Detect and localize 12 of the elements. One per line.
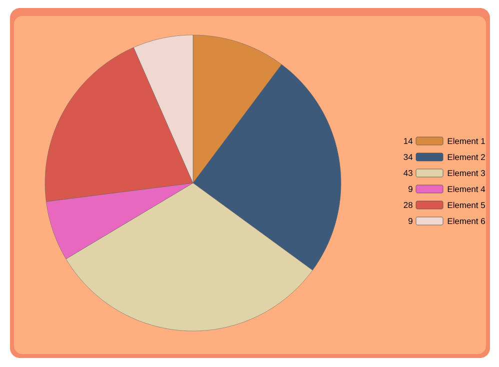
data-label: 34 [404,154,413,160]
legend-label: Element 4 [448,186,486,192]
legend-label: Element 3 [448,170,485,176]
legend-label: Element 6 [448,218,485,224]
data-label: 9 [408,186,412,192]
data-label: 9 [408,218,412,224]
data-label: 28 [404,202,412,208]
data-label: 14 [404,138,413,144]
legend-label: Element 2 [448,154,485,160]
legend-label: Element 1 [448,138,485,144]
data-label: 43 [404,170,412,176]
legend-label: Element 5 [448,202,485,208]
